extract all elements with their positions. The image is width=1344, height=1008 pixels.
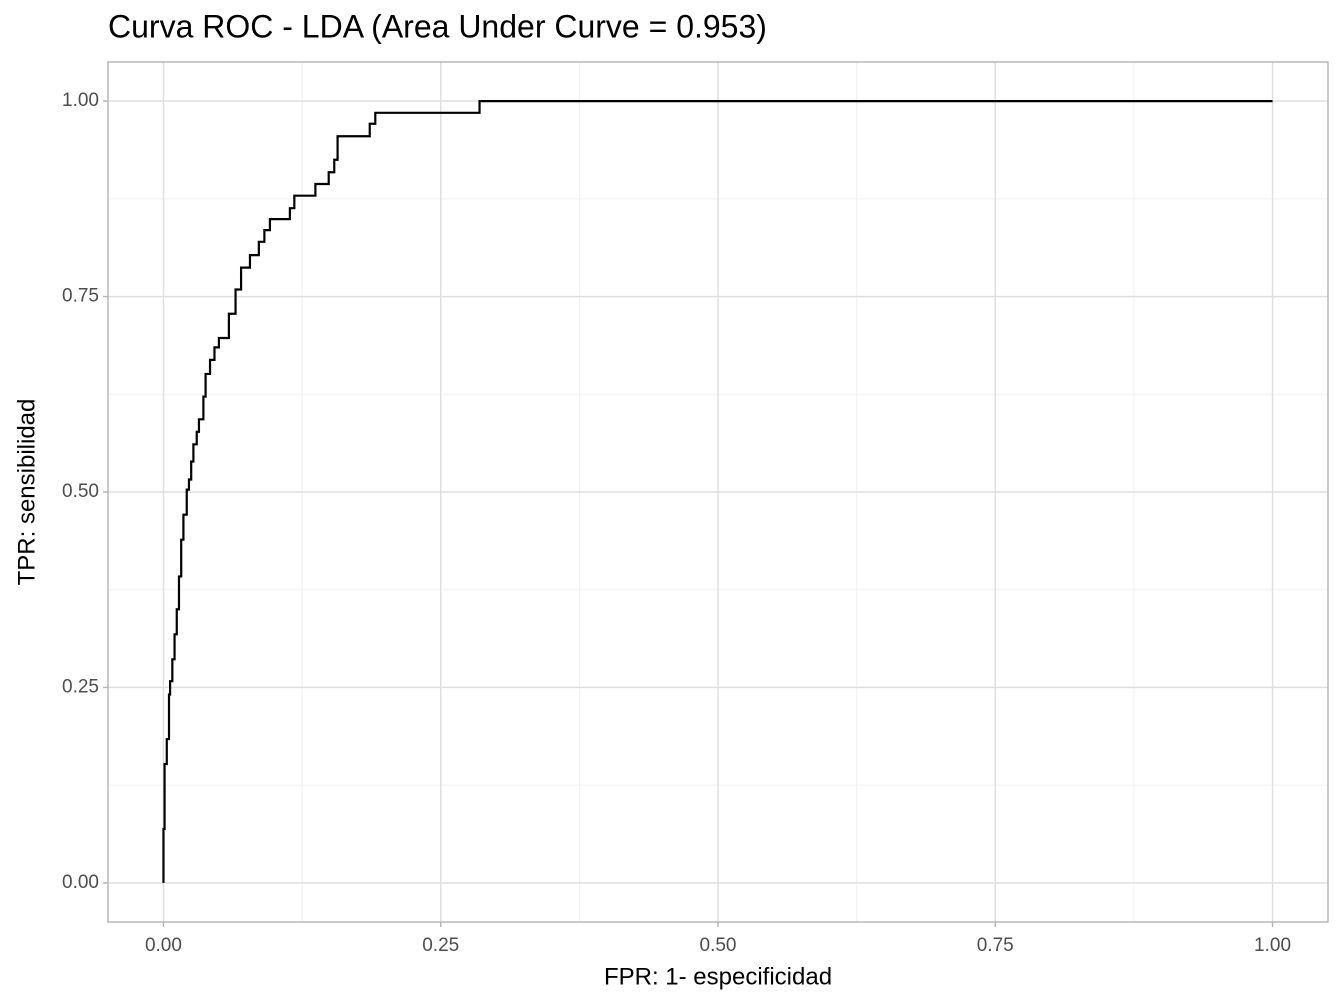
- panel-border: [107, 61, 1329, 923]
- x-axis-title: FPR: 1- especificidad: [604, 963, 832, 990]
- y-tick-label: 0.50: [62, 481, 99, 502]
- y-tick-label: 0.00: [62, 872, 99, 893]
- x-tick-label: 0.50: [700, 935, 737, 956]
- x-tick-label: 0.75: [977, 935, 1014, 956]
- chart-title: Curva ROC - LDA (Area Under Curve = 0.95…: [108, 8, 767, 44]
- x-tick-label: 0.00: [145, 935, 182, 956]
- x-tick-label: 1.00: [1254, 935, 1291, 956]
- roc-curve: [162, 99, 1273, 883]
- y-tick-label: 0.75: [62, 286, 99, 307]
- y-axis-title: TPR: sensibilidad: [13, 399, 40, 586]
- y-tick-label: 0.25: [62, 676, 99, 697]
- y-tick-label: 1.00: [62, 90, 99, 111]
- x-tick-label: 0.25: [422, 935, 459, 956]
